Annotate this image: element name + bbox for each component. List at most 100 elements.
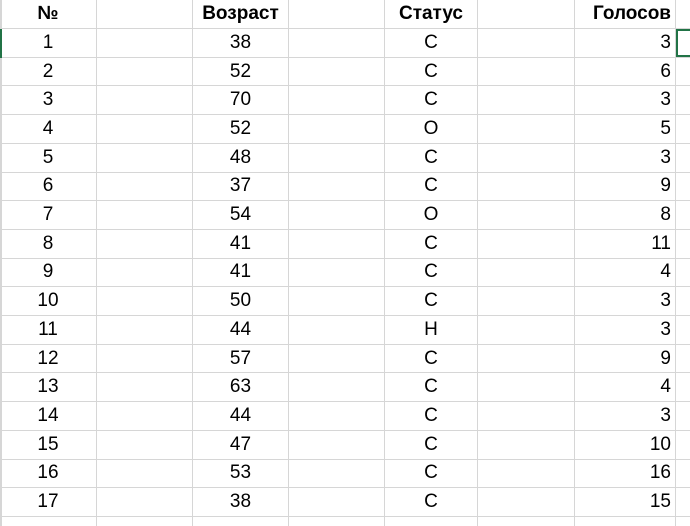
edge-cell[interactable]: [676, 316, 690, 344]
cell-status[interactable]: С: [385, 258, 478, 287]
cell-votes[interactable]: 3: [575, 316, 676, 344]
cell-age[interactable]: 70: [193, 86, 289, 115]
spacer-cell[interactable]: [97, 57, 193, 86]
spacer-cell[interactable]: [97, 430, 193, 459]
active-cell-selection[interactable]: [676, 29, 690, 57]
spacer-cell[interactable]: [97, 488, 193, 516]
spacer-cell[interactable]: [478, 373, 575, 402]
cell-votes[interactable]: 3: [575, 29, 676, 57]
empty-cell[interactable]: [193, 516, 289, 526]
spacer-cell[interactable]: [289, 57, 385, 86]
cell-num[interactable]: 14: [0, 402, 97, 430]
spacer-cell[interactable]: [478, 316, 575, 344]
cell-age[interactable]: 57: [193, 344, 289, 373]
cell-num[interactable]: 1: [0, 29, 97, 57]
cell-votes[interactable]: 10: [575, 430, 676, 459]
cell-status[interactable]: С: [385, 430, 478, 459]
cell-age[interactable]: 52: [193, 57, 289, 86]
edge-cell[interactable]: [676, 345, 690, 373]
edge-cell[interactable]: [676, 431, 690, 459]
spacer-cell[interactable]: [289, 430, 385, 459]
empty-cell[interactable]: [575, 516, 676, 526]
spacer-cell[interactable]: [289, 402, 385, 430]
spacer-cell[interactable]: [478, 201, 575, 229]
spacer-cell[interactable]: [289, 143, 385, 172]
spacer-cell[interactable]: [97, 172, 193, 201]
spacer-cell[interactable]: [97, 229, 193, 258]
cell-num[interactable]: 9: [0, 258, 97, 287]
column-header-age[interactable]: Возраст: [193, 0, 289, 28]
cell-num[interactable]: 7: [0, 201, 97, 229]
spacer-cell[interactable]: [97, 316, 193, 344]
cell-num[interactable]: 16: [0, 459, 97, 488]
spacer-cell[interactable]: [289, 229, 385, 258]
cell-votes[interactable]: 3: [575, 86, 676, 115]
spacer-cell[interactable]: [97, 402, 193, 430]
cell-age[interactable]: 48: [193, 143, 289, 172]
spacer-cell[interactable]: [289, 373, 385, 402]
column-header-status[interactable]: Статус: [385, 0, 478, 28]
cell-status[interactable]: О: [385, 115, 478, 143]
cell-status[interactable]: О: [385, 201, 478, 229]
cell-num[interactable]: 8: [0, 229, 97, 258]
cell-num[interactable]: 2: [0, 57, 97, 86]
edge-cell[interactable]: [676, 144, 690, 172]
cell-age[interactable]: 37: [193, 172, 289, 201]
spacer-cell[interactable]: [478, 229, 575, 258]
empty-cell[interactable]: [385, 516, 478, 526]
spacer-cell[interactable]: [289, 488, 385, 516]
spacer-cell[interactable]: [478, 57, 575, 86]
edge-cell[interactable]: [676, 517, 690, 526]
spacer-cell[interactable]: [478, 29, 575, 57]
spacer-cell[interactable]: [289, 86, 385, 115]
cell-status[interactable]: С: [385, 86, 478, 115]
cell-votes[interactable]: 3: [575, 143, 676, 172]
cell-age[interactable]: 44: [193, 402, 289, 430]
cell-votes[interactable]: 15: [575, 488, 676, 516]
edge-cell[interactable]: [676, 201, 690, 229]
cell-num[interactable]: 10: [0, 287, 97, 316]
empty-cell[interactable]: [0, 516, 97, 526]
cell-votes[interactable]: 8: [575, 201, 676, 229]
cell-votes[interactable]: 5: [575, 115, 676, 143]
spacer-cell[interactable]: [97, 143, 193, 172]
spacer-cell[interactable]: [478, 172, 575, 201]
cell-status[interactable]: С: [385, 57, 478, 86]
cell-status[interactable]: С: [385, 287, 478, 316]
spacer-cell[interactable]: [289, 344, 385, 373]
spacer-cell[interactable]: [97, 86, 193, 115]
cell-votes[interactable]: 11: [575, 229, 676, 258]
cell-age[interactable]: 47: [193, 430, 289, 459]
edge-cell[interactable]: [676, 402, 690, 430]
spacer-cell[interactable]: [289, 201, 385, 229]
spacer-cell[interactable]: [478, 287, 575, 316]
spacer-cell[interactable]: [97, 373, 193, 402]
cell-age[interactable]: 41: [193, 229, 289, 258]
empty-cell[interactable]: [289, 516, 385, 526]
cell-votes[interactable]: 4: [575, 373, 676, 402]
cell-age[interactable]: 44: [193, 316, 289, 344]
cell-age[interactable]: 50: [193, 287, 289, 316]
edge-cell[interactable]: [676, 287, 690, 315]
spacer-cell[interactable]: [478, 488, 575, 516]
edge-cell[interactable]: [676, 373, 690, 401]
cell-num[interactable]: 11: [0, 316, 97, 344]
spacer-cell[interactable]: [289, 0, 385, 28]
spacer-cell[interactable]: [97, 258, 193, 287]
edge-cell[interactable]: [676, 86, 690, 114]
cell-num[interactable]: 13: [0, 373, 97, 402]
edge-cell[interactable]: [676, 259, 690, 287]
empty-cell[interactable]: [478, 516, 575, 526]
cell-age[interactable]: 53: [193, 459, 289, 488]
spacer-cell[interactable]: [289, 459, 385, 488]
spacer-cell[interactable]: [97, 344, 193, 373]
spacer-cell[interactable]: [97, 29, 193, 57]
spacer-cell[interactable]: [97, 287, 193, 316]
edge-cell[interactable]: [676, 460, 690, 488]
cell-status[interactable]: С: [385, 229, 478, 258]
spacer-cell[interactable]: [478, 0, 575, 28]
spacer-cell[interactable]: [289, 287, 385, 316]
cell-num[interactable]: 15: [0, 430, 97, 459]
spacer-cell[interactable]: [289, 172, 385, 201]
cell-votes[interactable]: 9: [575, 172, 676, 201]
